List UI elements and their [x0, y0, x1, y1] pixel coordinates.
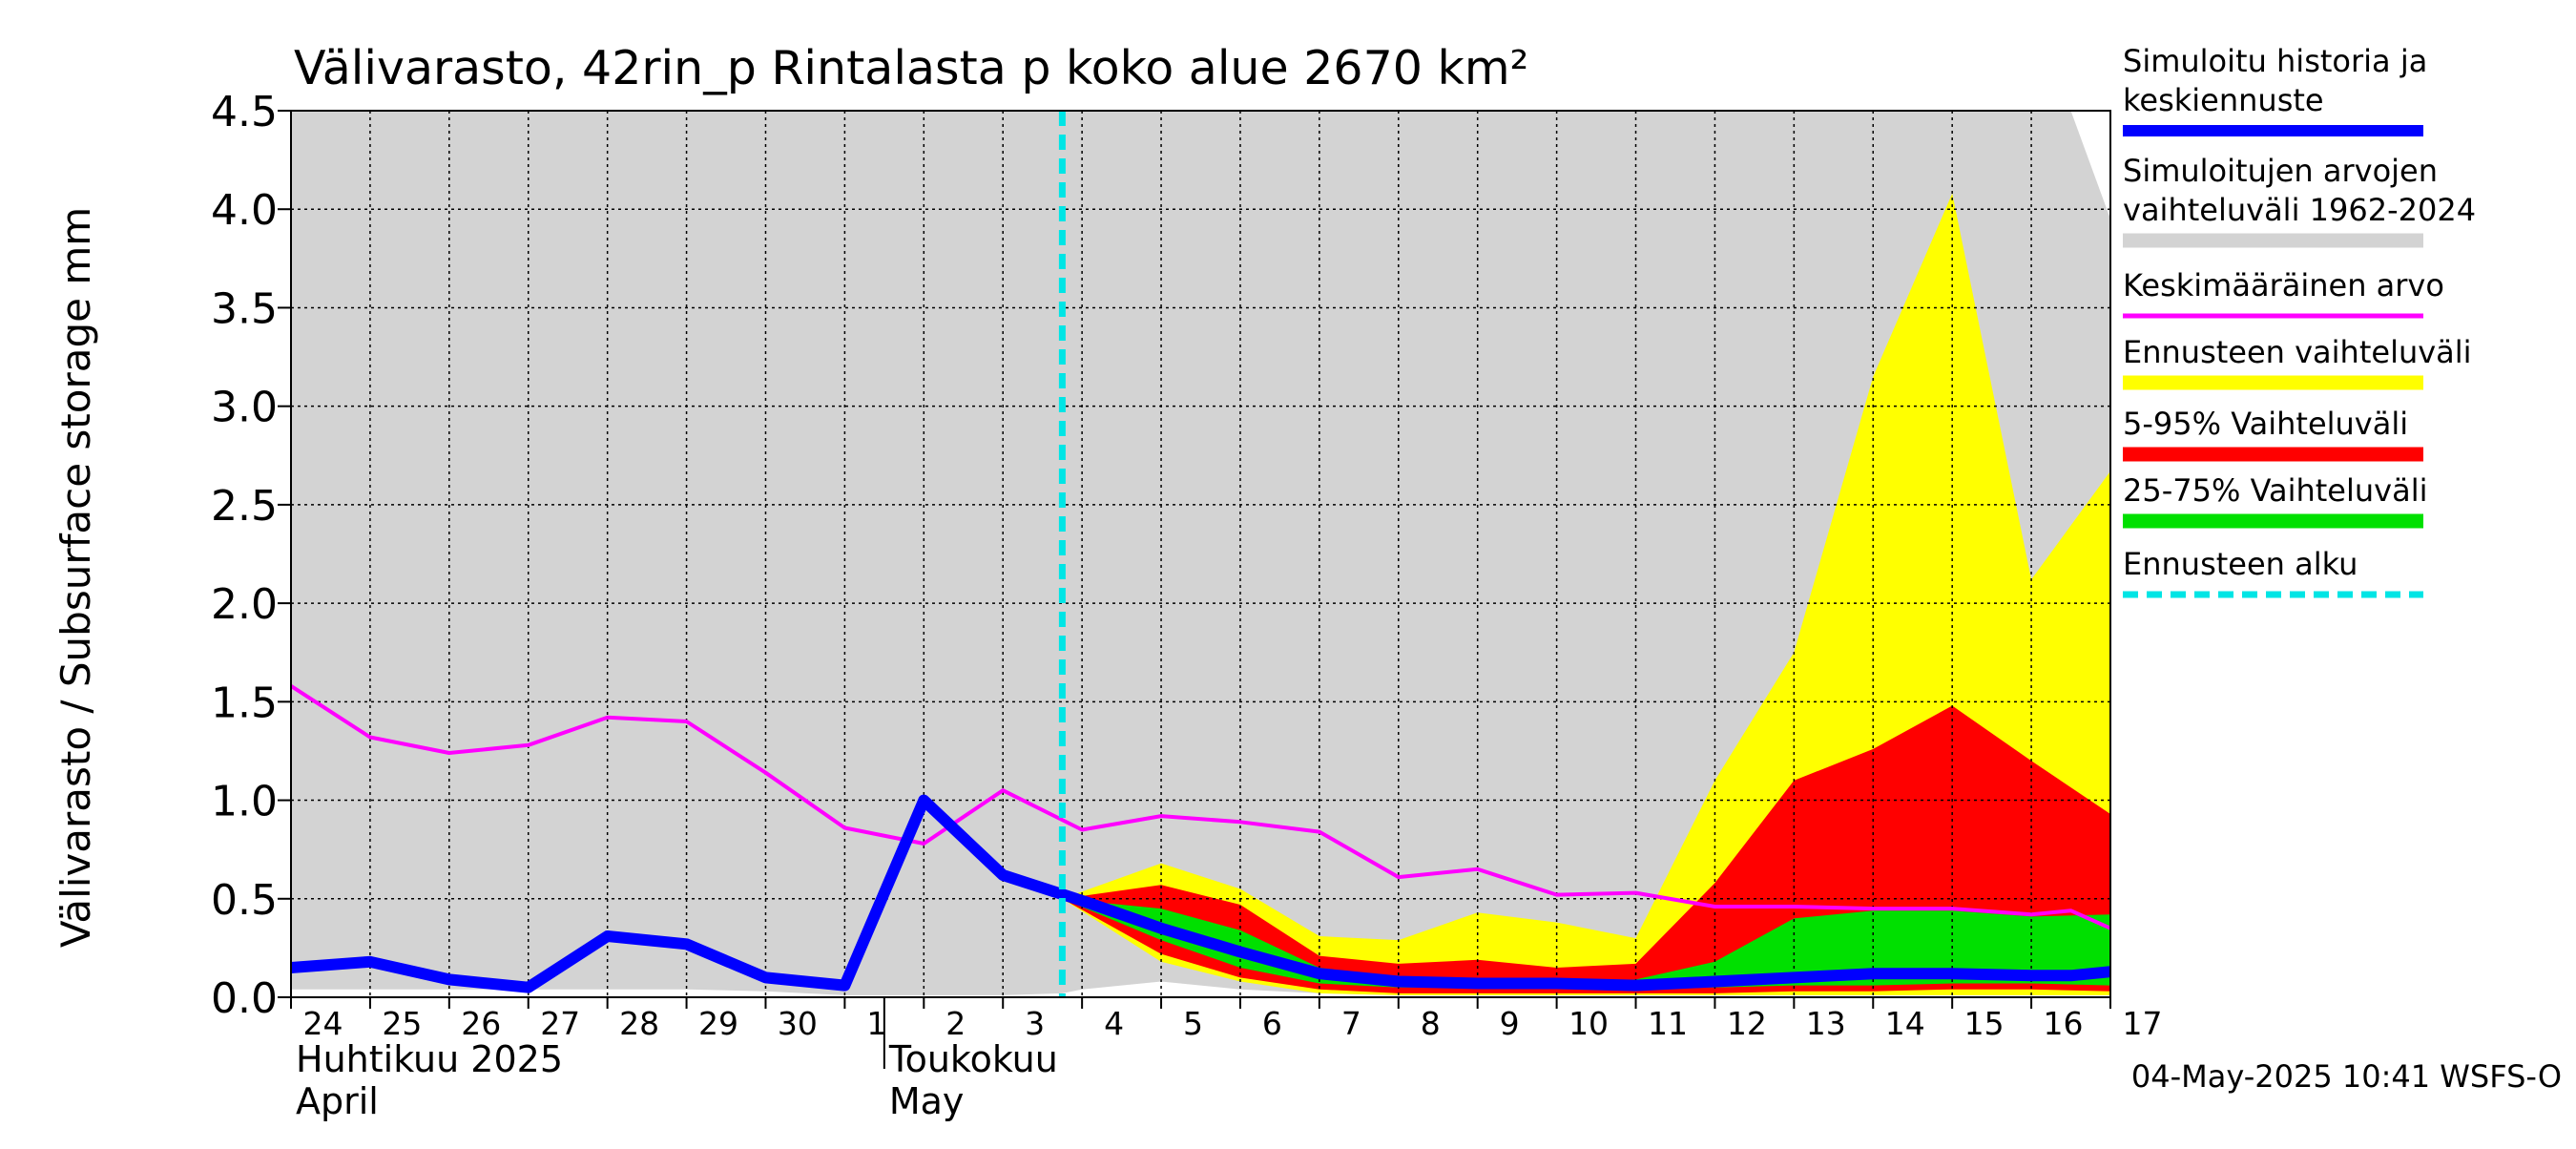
x-tick-label: 17: [2122, 1005, 2162, 1042]
x-tick-label: 29: [698, 1005, 738, 1042]
x-tick-label: 15: [1964, 1005, 2005, 1042]
x-tick-label: 3: [1025, 1005, 1045, 1042]
x-tick-label: 16: [2044, 1005, 2084, 1042]
x-tick-label: 5: [1183, 1005, 1203, 1042]
x-tick-label: 9: [1500, 1005, 1520, 1042]
timestamp-footer: 04-May-2025 10:41 WSFS-O: [2131, 1058, 2562, 1095]
y-tick-label: 1.5: [211, 679, 278, 727]
legend-label: Simuloitujen arvojen: [2123, 153, 2438, 189]
x-tick-label: 7: [1341, 1005, 1361, 1042]
chart-title: Välivarasto, 42rin_p Rintalasta p koko a…: [294, 41, 1528, 95]
legend-label: 5-95% Vaihteluväli: [2123, 406, 2408, 442]
mean-line: [289, 684, 2111, 930]
x-tick-label: 4: [1104, 1005, 1124, 1042]
legend-label: 25-75% Vaihteluväli: [2123, 472, 2427, 509]
x-tick-label: 25: [382, 1005, 422, 1042]
x-tick-label: 14: [1885, 1005, 1925, 1042]
x-tick-label: 12: [1727, 1005, 1767, 1042]
y-tick-label: 0.5: [211, 876, 278, 925]
legend-label: Ennusteen alku: [2123, 546, 2358, 582]
legend-item: Ennusteen alku: [2123, 546, 2423, 598]
legend-label: vaihteluväli 1962-2024: [2123, 192, 2476, 228]
x-tick-label: 11: [1648, 1005, 1688, 1042]
y-tick-label: 4.0: [211, 186, 278, 235]
legend-item: Ennusteen vaihteluväli: [2123, 334, 2472, 390]
simulated-median-line: [290, 794, 2111, 993]
legend: Simuloitu historia jakeskiennusteSimuloi…: [2123, 43, 2476, 598]
x-axis: 24 25 26 27 28 29 30 1 2 3 4 5 6 7 8 9 10 11 12 13 14 15 16 17H…: [290, 997, 2162, 1122]
legend-item: Keskimääräinen arvo: [2123, 267, 2444, 319]
history-range-band: [291, 111, 2110, 995]
y-tick-label: 3.5: [211, 284, 278, 333]
legend-item: 5-95% Vaihteluväli: [2123, 406, 2423, 462]
x-tick-label: 27: [540, 1005, 580, 1042]
y-tick-label: 3.0: [211, 384, 278, 432]
y-axis: 0.0 0.5 1.0 1.5 2.0 2.5 3.0 3.5 4.0 4.5: [211, 88, 291, 1023]
y-tick-label: 4.5: [211, 88, 278, 136]
legend-label: Ennusteen vaihteluväli: [2123, 334, 2472, 370]
legend-label: keskiennuste: [2123, 82, 2324, 118]
month-label-english: April: [296, 1080, 379, 1122]
x-tick-label: 26: [461, 1005, 501, 1042]
x-tick-label: 30: [778, 1005, 818, 1042]
p25-75-band: [1062, 898, 2110, 988]
x-tick-label: 28: [619, 1005, 659, 1042]
x-tick-label: 24: [302, 1005, 343, 1042]
y-axis-label: Välivarasto / Subsurface storage mm: [52, 207, 99, 948]
month-label: Huhtikuu 2025: [296, 1038, 563, 1080]
plot-area: [289, 110, 2111, 998]
plot-frame: [290, 110, 2111, 998]
legend-item: 25-75% Vaihteluväli: [2123, 472, 2427, 529]
x-tick-label: 8: [1421, 1005, 1441, 1042]
y-tick-label: 2.0: [211, 580, 278, 629]
x-tick-label: 1: [866, 1005, 886, 1042]
month-label-english: May: [889, 1080, 965, 1122]
month-label: Toukokuu: [888, 1038, 1058, 1080]
y-tick-label: 2.5: [211, 482, 278, 531]
y-tick-label: 0.0: [211, 974, 278, 1023]
x-tick-label: 10: [1568, 1005, 1609, 1042]
x-tick-label: 6: [1262, 1005, 1282, 1042]
legend-label: Simuloitu historia ja: [2123, 43, 2427, 79]
x-tick-label: 13: [1806, 1005, 1846, 1042]
y-tick-label: 1.0: [211, 778, 278, 826]
bands: [291, 111, 2110, 995]
x-tick-label: 2: [945, 1005, 966, 1042]
series-lines: [289, 684, 2111, 993]
legend-label: Keskimääräinen arvo: [2123, 267, 2444, 303]
